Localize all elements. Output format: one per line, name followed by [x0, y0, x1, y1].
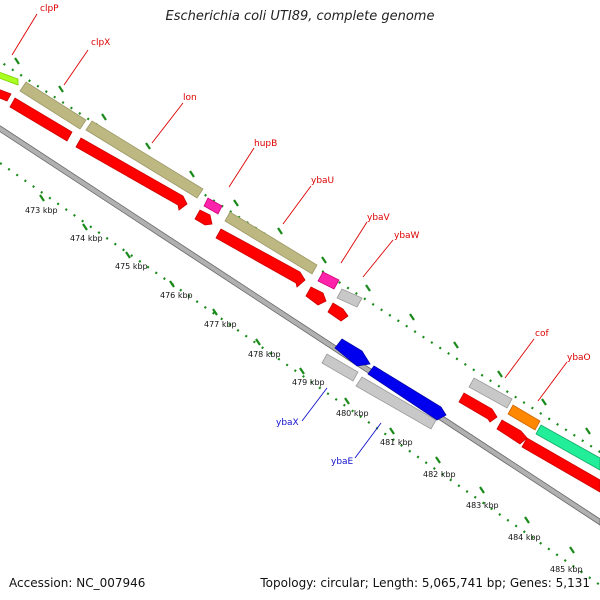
- tick-label: 483 kbp: [466, 501, 499, 510]
- inner-major-tick: [125, 251, 131, 259]
- gene-label-ybaW[interactable]: ybaW: [394, 231, 420, 241]
- cds-9[interactable]: [496, 419, 528, 445]
- leader-line-ybaV: [340, 221, 368, 264]
- inner-major-tick: [299, 367, 305, 375]
- map-title: Escherichia coli UTI89, complete genome: [165, 9, 435, 24]
- gene-label-hupB[interactable]: hupB: [254, 139, 278, 149]
- tick-label: 477 kbp: [204, 320, 237, 329]
- gene-label-ybaX[interactable]: ybaX: [276, 418, 299, 428]
- feature-clpP[interactable]: [0, 65, 19, 86]
- outer-major-tick: [58, 85, 64, 93]
- cds-10[interactable]: [521, 437, 600, 493]
- outer-major-tick: [14, 57, 20, 65]
- tick-label: 484 kbp: [508, 533, 541, 542]
- leader-line-clpX: [63, 49, 89, 86]
- leader-line-ybaX: [301, 387, 328, 422]
- tick-label: 476 kbp: [160, 291, 193, 300]
- gene-label-clpP[interactable]: clpP: [40, 4, 59, 14]
- outer-major-tick: [321, 256, 327, 264]
- tick-label: 479 kbp: [292, 378, 325, 387]
- tick-label: 475 kbp: [115, 262, 148, 271]
- outer-major-tick: [585, 427, 591, 435]
- inner-tick-line: [0, 162, 600, 586]
- outer-major-tick: [453, 341, 459, 349]
- outer-major-tick: [409, 313, 415, 321]
- inner-major-tick: [435, 456, 441, 464]
- inner-major-tick: [255, 338, 261, 346]
- outer-major-tick: [541, 398, 547, 406]
- inner-major-tick: [169, 280, 175, 288]
- tick-label: 480 kbp: [336, 409, 369, 418]
- inner-major-tick: [344, 397, 350, 405]
- inner-major-tick: [39, 194, 45, 202]
- gene-label-ybaU[interactable]: ybaU: [311, 176, 335, 186]
- inner-major-tick: [479, 486, 485, 494]
- feature-ybaE[interactable]: [321, 353, 359, 382]
- leader-line-ybaE: [354, 422, 382, 459]
- cds-2[interactable]: [9, 97, 73, 142]
- outer-major-tick: [497, 370, 503, 378]
- cds-7[interactable]: [327, 302, 349, 322]
- feature-hupB[interactable]: [203, 197, 223, 215]
- inner-major-tick: [82, 223, 88, 231]
- gene-label-clpX[interactable]: clpX: [91, 38, 111, 48]
- cds-3[interactable]: [75, 137, 188, 211]
- leader-line-ybaU: [282, 185, 312, 225]
- tick-label: 474 kbp: [70, 234, 103, 243]
- leader-line-clpP: [11, 13, 38, 56]
- tick-label: 482 kbp: [423, 470, 456, 479]
- genome-summary: Topology: circular; Length: 5,065,741 bp…: [260, 576, 590, 590]
- gene-label-ybaO[interactable]: ybaO: [567, 353, 591, 363]
- gene-label-lon[interactable]: lon: [183, 93, 197, 103]
- outer-major-tick: [189, 170, 195, 178]
- inner-major-tick: [389, 427, 395, 435]
- inner-major-tick: [212, 308, 218, 316]
- leader-line-ybaO: [537, 361, 568, 402]
- backbone: [0, 125, 600, 526]
- feature-ybaE-b[interactable]: [355, 376, 437, 430]
- gene-label-ybaV[interactable]: ybaV: [367, 213, 390, 223]
- cds-6[interactable]: [305, 286, 327, 306]
- feature-ybaO[interactable]: [507, 404, 541, 431]
- outer-major-tick: [101, 113, 107, 121]
- gene-label-cof[interactable]: cof: [535, 329, 549, 339]
- feature-unnamed-teal[interactable]: [535, 424, 600, 471]
- cds-8[interactable]: [458, 392, 498, 423]
- leader-line-hupB: [228, 147, 255, 188]
- tick-label: 485 kbp: [550, 565, 583, 574]
- feature-ybaV[interactable]: [317, 271, 340, 290]
- feature-lon[interactable]: [85, 120, 204, 199]
- feature-ybaU[interactable]: [224, 211, 318, 275]
- outer-major-tick: [277, 227, 283, 235]
- leader-line-ybaW: [362, 239, 394, 278]
- tick-label: 478 kbp: [248, 350, 281, 359]
- feature-clpX[interactable]: [19, 81, 87, 130]
- feature-ybaX-b[interactable]: [367, 365, 447, 421]
- inner-major-tick: [524, 516, 530, 524]
- tick-label: 473 kbp: [25, 206, 58, 215]
- feature-ybaX[interactable]: [334, 338, 371, 367]
- cds-4[interactable]: [194, 209, 213, 226]
- leader-line-lon: [151, 102, 184, 144]
- cds-5[interactable]: [215, 228, 306, 288]
- cds-1[interactable]: [0, 82, 12, 102]
- leader-line-cof: [504, 338, 535, 379]
- outer-major-tick: [365, 284, 371, 292]
- feature-cof[interactable]: [468, 377, 513, 409]
- accession-label: Accession: NC_007946: [9, 576, 146, 590]
- tick-label: 481 kbp: [380, 438, 413, 447]
- outer-major-tick: [233, 199, 239, 207]
- inner-major-tick: [569, 546, 575, 554]
- gene-label-ybaE[interactable]: ybaE: [331, 457, 354, 467]
- feature-ybaW[interactable]: [336, 288, 363, 308]
- outer-major-tick: [145, 142, 151, 150]
